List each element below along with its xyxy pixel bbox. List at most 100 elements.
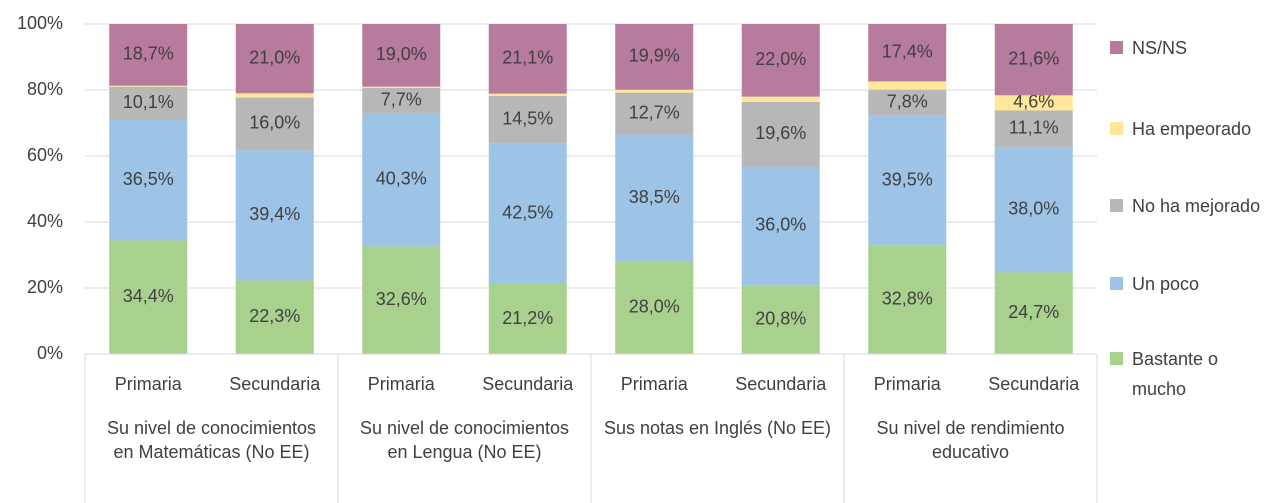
data-label: 7,7% — [381, 89, 422, 109]
data-label: 32,6% — [376, 289, 427, 309]
y-tick-label: 40% — [27, 211, 63, 231]
bar-segment — [488, 143, 567, 285]
legend-label: NS/NS — [1132, 38, 1188, 58]
data-label: 38,5% — [629, 187, 680, 207]
x-tick-label: Secundaria — [482, 374, 574, 394]
bar-segment — [488, 24, 567, 94]
bar-segment — [868, 245, 947, 354]
bar-segment — [868, 89, 947, 116]
data-label: 19,9% — [629, 46, 680, 66]
data-label: 21,1% — [502, 48, 553, 68]
data-label: 22,3% — [249, 306, 300, 326]
data-label: 42,5% — [502, 203, 553, 223]
x-tick-label: Secundaria — [229, 374, 321, 394]
data-label: 4,6% — [1013, 92, 1054, 112]
bar-segment — [994, 272, 1073, 354]
data-label: 34,4% — [123, 286, 174, 306]
bar-segment — [615, 92, 694, 135]
legend-swatch — [1110, 277, 1123, 290]
x-tick-label: Primaria — [621, 374, 689, 394]
bar-segment — [235, 93, 314, 98]
y-tick-label: 20% — [27, 277, 63, 297]
bar-segment — [741, 96, 820, 102]
bar-segment — [615, 134, 694, 262]
data-label: 19,0% — [376, 44, 427, 64]
legend-label: No ha mejorado — [1132, 196, 1261, 216]
data-label: 40,3% — [376, 169, 427, 189]
data-label: 12,7% — [629, 102, 680, 122]
y-tick-label: 100% — [17, 13, 63, 33]
bar-segment — [362, 246, 441, 354]
bar-segment — [109, 85, 188, 87]
bar-segment — [741, 166, 820, 286]
legend-label: Bastante o mucho — [1132, 349, 1219, 399]
bar-segment — [109, 240, 188, 354]
legend-swatch — [1110, 122, 1123, 135]
bar-segment — [109, 86, 188, 121]
data-label: 7,8% — [887, 91, 928, 111]
bar-segment — [235, 24, 314, 94]
bar-segment — [362, 86, 441, 89]
data-label: 18,7% — [123, 44, 174, 64]
x-tick-label: Primaria — [874, 374, 942, 394]
data-label: 39,5% — [882, 169, 933, 189]
bar-segment — [235, 97, 314, 151]
data-label: 17,4% — [882, 41, 933, 61]
y-tick-label: 60% — [27, 145, 63, 165]
data-label: 36,5% — [123, 169, 174, 189]
legend-swatch — [1110, 41, 1123, 54]
data-label: 14,5% — [502, 109, 553, 129]
data-label: 10,1% — [123, 92, 174, 112]
data-label: 19,6% — [755, 123, 806, 143]
legend-swatch — [1110, 352, 1123, 365]
bar-segment — [741, 285, 820, 354]
y-tick-label: 80% — [27, 79, 63, 99]
group-label: Sus notas en Inglés (No EE) — [603, 418, 832, 438]
bar-segment — [615, 261, 694, 354]
group-label: Su nivel de conocimientos en Matemáticas… — [106, 418, 317, 462]
data-label: 21,0% — [249, 47, 300, 67]
bar-segment — [109, 120, 188, 241]
bar-segment — [362, 24, 441, 87]
group-label: Su nivel de conocimientos en Lengua (No … — [359, 418, 570, 462]
bar-segment — [868, 24, 947, 82]
legend-label: Ha empeorado — [1132, 119, 1252, 139]
bar-segment — [741, 101, 820, 167]
x-tick-label: Secundaria — [988, 374, 1080, 394]
data-label: 11,1% — [1009, 118, 1059, 138]
bar-segment — [615, 89, 694, 93]
data-label: 21,2% — [502, 308, 553, 328]
y-tick-label: 0% — [37, 343, 63, 363]
data-label: 22,0% — [755, 49, 806, 69]
bar-segment — [615, 24, 694, 90]
data-label: 39,4% — [249, 204, 300, 224]
data-label: 32,8% — [882, 289, 933, 309]
bar-segment — [868, 81, 947, 90]
bar-segment — [109, 24, 188, 86]
bar-segment — [488, 95, 567, 144]
data-label: 38,0% — [1008, 199, 1059, 219]
bar-segment — [235, 280, 314, 354]
data-label: 28,0% — [629, 297, 680, 317]
legend-swatch — [1110, 199, 1123, 212]
bar-segment — [362, 88, 441, 114]
bar-segment — [868, 115, 947, 246]
bar-segment — [488, 93, 567, 96]
bar-segment — [362, 113, 441, 247]
data-label: 20,8% — [755, 308, 806, 328]
legend-label: Un poco — [1132, 274, 1200, 294]
x-tick-label: Primaria — [115, 374, 183, 394]
data-label: 16,0% — [249, 113, 300, 133]
x-tick-label: Secundaria — [735, 374, 827, 394]
bar-segment — [994, 24, 1073, 96]
bar-segment — [994, 147, 1073, 273]
data-label: 21,6% — [1008, 48, 1059, 68]
bar-segment — [741, 24, 820, 97]
bar-segment — [994, 110, 1073, 148]
data-label: 24,7% — [1008, 302, 1059, 322]
bar-segment — [994, 95, 1073, 111]
bar-segment — [488, 284, 567, 354]
bar-segment — [235, 150, 314, 281]
